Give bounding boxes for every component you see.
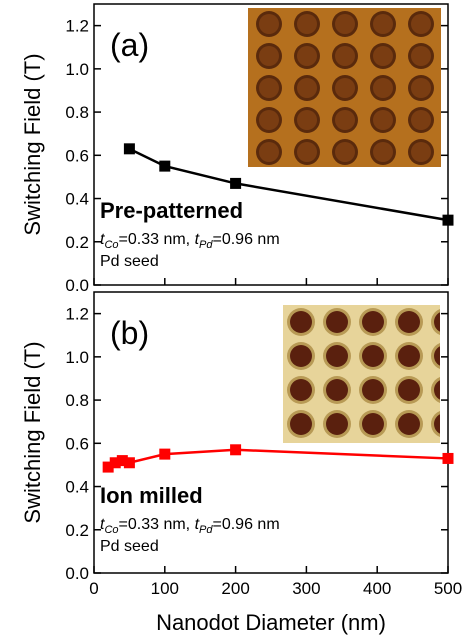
conditions-part: =0.33 nm,: [119, 231, 195, 248]
x-tick-label: 400: [363, 579, 391, 598]
conditions-part: Co: [104, 239, 118, 251]
data-point: [159, 160, 171, 172]
x-tick-label: 100: [151, 579, 179, 598]
data-point: [102, 461, 114, 473]
conditions-part: t: [100, 231, 105, 248]
plot-frame: [93, 291, 449, 574]
y-tick-label: 0.8: [65, 103, 89, 122]
data-point: [116, 455, 128, 467]
y-axis-label: Switching Field (T): [20, 341, 45, 523]
data-point: [109, 457, 121, 469]
y-tick-label: 0.4: [65, 478, 89, 497]
y-tick-label: 0.6: [65, 146, 89, 165]
conditions-part: =0.96 nm: [212, 516, 279, 533]
panel-label: (b): [110, 315, 149, 351]
y-tick-label: 0.4: [65, 190, 89, 209]
data-point: [442, 214, 454, 226]
y-tick-label: 1.2: [65, 17, 89, 36]
panel-label: (a): [110, 27, 149, 63]
data-point: [230, 177, 242, 189]
x-tick-label: 200: [221, 579, 249, 598]
conditions-part: t: [195, 231, 200, 248]
x-axis-label: Nanodot Diameter (nm): [156, 610, 386, 635]
y-tick-label: 0.2: [65, 233, 89, 252]
data-point: [442, 452, 454, 464]
conditions-part: t: [195, 516, 200, 533]
conditions-part: Co: [104, 524, 118, 536]
series-line: [128, 147, 449, 222]
y-tick-label: 0.0: [65, 564, 89, 583]
data-point: [123, 143, 135, 155]
conditions-part: t: [100, 516, 105, 533]
annotation: Ion milled: [100, 483, 203, 508]
afm-image-a: [248, 8, 441, 167]
afm-image-b: [283, 305, 440, 443]
conditions: tCo=0.33 nm, tPd=0.96 nm: [100, 516, 280, 536]
note: Pd seed: [100, 538, 159, 555]
x-tick-label: 500: [434, 579, 462, 598]
plot-frame: [93, 3, 449, 286]
x-tick-label: 300: [292, 579, 320, 598]
conditions-part: Pd: [199, 524, 213, 536]
y-axis-label: Switching Field (T): [20, 53, 45, 235]
y-tick-label: 0.0: [65, 276, 89, 295]
y-tick-label: 1.0: [65, 348, 89, 367]
data-point: [159, 448, 171, 460]
y-tick-label: 0.2: [65, 521, 89, 540]
data-point: [230, 444, 242, 456]
y-tick-label: 1.2: [65, 305, 89, 324]
y-tick-label: 0.8: [65, 391, 89, 410]
conditions-part: =0.33 nm,: [119, 516, 195, 533]
conditions: tCo=0.33 nm, tPd=0.96 nm: [100, 231, 280, 251]
note: Pd seed: [100, 253, 159, 270]
y-tick-label: 0.6: [65, 434, 89, 453]
data-point: [123, 457, 135, 469]
y-tick-label: 1.0: [65, 60, 89, 79]
x-tick-label: 0: [89, 579, 98, 598]
conditions-part: Pd: [199, 239, 213, 251]
series-line: [107, 448, 449, 469]
conditions-part: =0.96 nm: [212, 231, 279, 248]
annotation: Pre-patterned: [100, 198, 243, 223]
